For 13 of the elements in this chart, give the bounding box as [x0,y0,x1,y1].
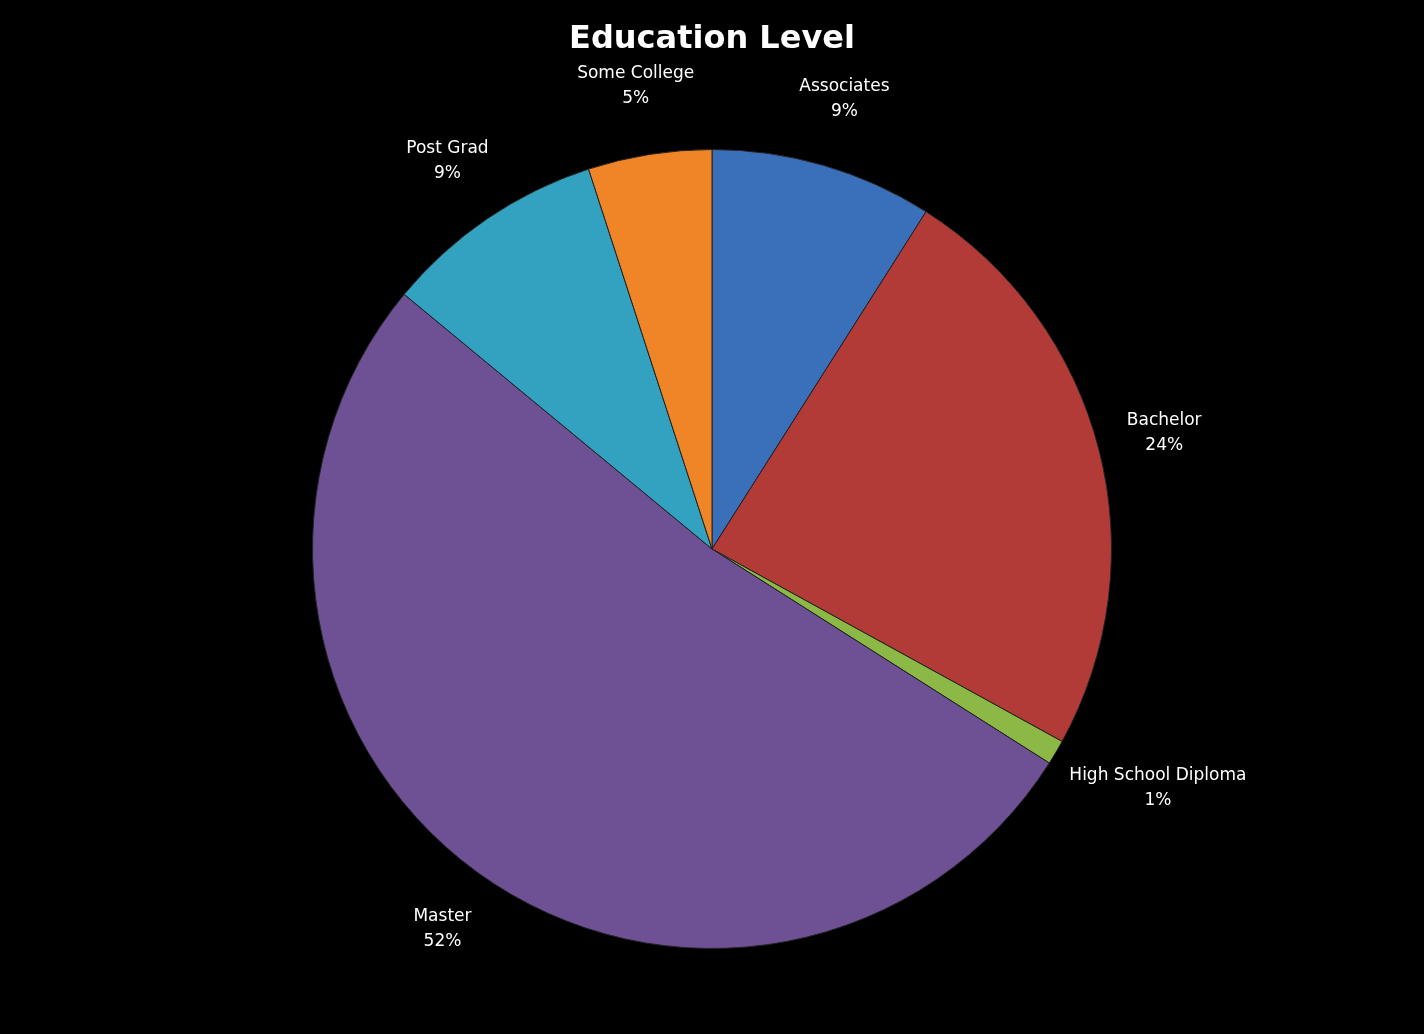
data-label: 9% [830,99,858,120]
data-label: 1% [1144,789,1172,810]
data-label: 24% [1145,433,1184,454]
slice-label: Some College [577,61,695,82]
data-label: 9% [433,162,461,183]
chart-title: Education Level [568,18,856,56]
slice-label: Post Grad [406,137,489,158]
slice-label: Master [413,905,472,926]
slice-label: High School Diploma [1069,764,1247,785]
data-label: 5% [622,86,650,107]
slice-label: Bachelor [1126,408,1202,429]
data-label: 52% [423,930,462,951]
slice-label: Associates [799,74,890,95]
